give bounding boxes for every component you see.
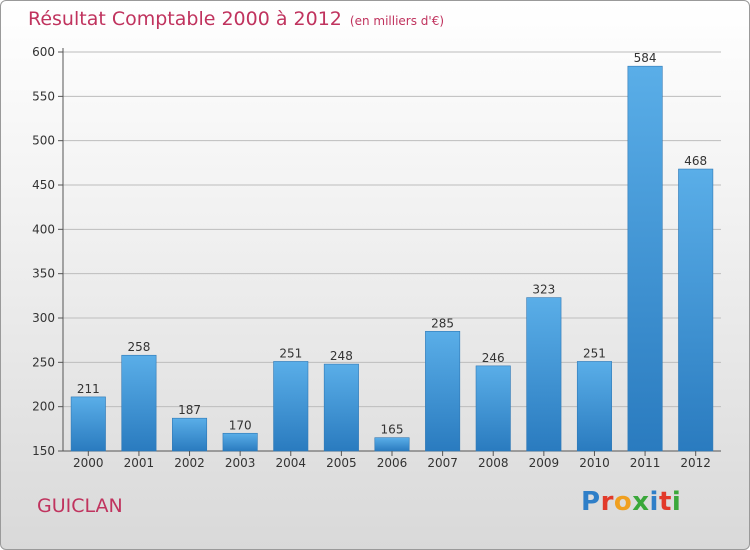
x-tick-label: 2005 [326, 456, 357, 470]
bar [576, 361, 612, 452]
data-label: 258 [127, 340, 150, 354]
data-label: 584 [634, 51, 657, 65]
bar [172, 417, 208, 452]
x-tick-label: 2001 [124, 456, 155, 470]
bar [70, 396, 106, 452]
y-tick-label: 200 [32, 400, 55, 414]
x-tick-label: 2007 [427, 456, 458, 470]
data-label: 170 [229, 418, 252, 432]
x-tick-label: 2002 [174, 456, 205, 470]
y-tick-label: 350 [32, 267, 55, 281]
logo-letter: o [613, 487, 633, 517]
town-name: GUICLAN [37, 495, 123, 517]
bar [273, 361, 309, 452]
data-label: 165 [381, 423, 404, 437]
x-tick-label: 2004 [275, 456, 306, 470]
x-tick-label: 2006 [377, 456, 408, 470]
y-tick-label: 550 [32, 89, 55, 103]
logo-letter: i [671, 487, 682, 517]
bar [425, 330, 461, 452]
bar [678, 168, 714, 452]
y-tick-label: 300 [32, 311, 55, 325]
bar [475, 365, 511, 452]
bar [627, 65, 663, 452]
logo-letter: t [658, 487, 672, 517]
x-tick-label: 2003 [225, 456, 256, 470]
x-tick-label: 2009 [529, 456, 560, 470]
data-label: 251 [279, 346, 302, 360]
y-tick-label: 500 [32, 134, 55, 148]
data-label: 246 [482, 351, 505, 365]
data-label: 468 [684, 154, 707, 168]
logo-letter: P [581, 487, 601, 517]
data-label: 323 [532, 283, 555, 297]
logo-letter: i [649, 487, 659, 517]
data-label: 187 [178, 403, 201, 417]
y-tick-label: 600 [32, 45, 55, 59]
data-label: 285 [431, 316, 454, 330]
chart-subtitle: (en milliers d'€) [349, 14, 445, 28]
proxiti-logo: Proxiti [581, 487, 681, 517]
x-tick-label: 2010 [579, 456, 610, 470]
bar [374, 437, 410, 452]
logo-letter: r [600, 487, 614, 517]
x-tick-label: 2000 [73, 456, 104, 470]
chart-title: Résultat Comptable 2000 à 2012 (en millie… [28, 8, 444, 30]
bar [526, 297, 562, 452]
y-tick-label: 400 [32, 222, 55, 236]
chart-title-text: Résultat Comptable 2000 à 2012 [28, 8, 342, 30]
y-tick-label: 450 [32, 178, 55, 192]
data-label: 248 [330, 349, 353, 363]
y-tick-label: 250 [32, 355, 55, 369]
x-tick-label: 2008 [478, 456, 509, 470]
data-label: 211 [77, 382, 100, 396]
x-tick-label: 2012 [680, 456, 711, 470]
bar [323, 363, 359, 452]
logo-letter: x [632, 487, 650, 517]
x-tick-label: 2011 [630, 456, 661, 470]
bar [222, 432, 258, 452]
data-label: 251 [583, 346, 606, 360]
bar [121, 354, 157, 452]
y-tick-label: 150 [32, 444, 55, 458]
